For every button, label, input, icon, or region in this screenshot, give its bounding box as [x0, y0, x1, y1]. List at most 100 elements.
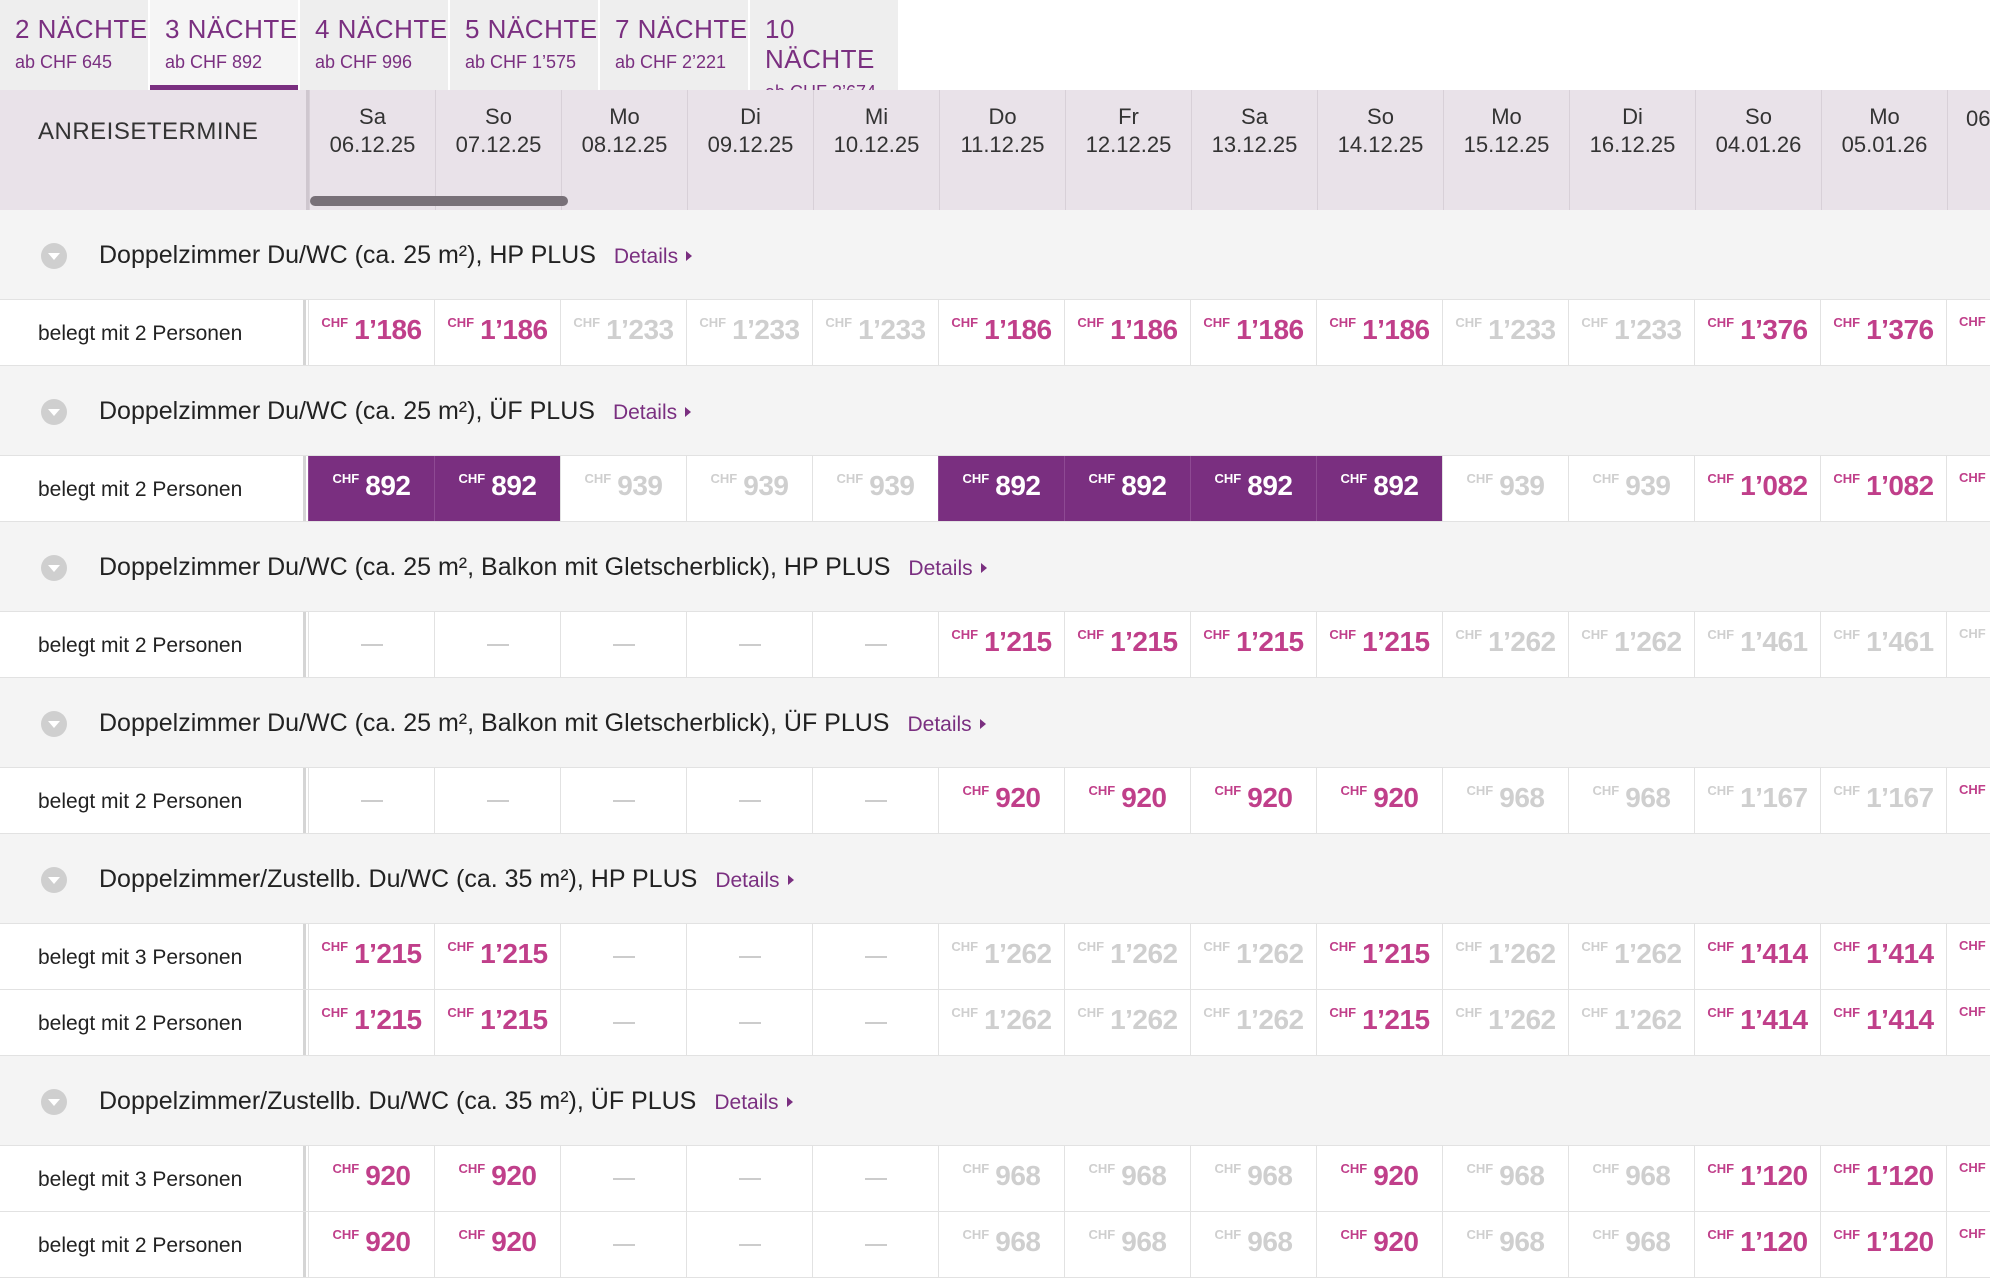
price-value: CHF 1’262 [1203, 990, 1304, 1036]
chevron-down-icon[interactable] [41, 555, 67, 581]
price-cell[interactable]: CHF 920 [938, 768, 1064, 833]
price-cell[interactable]: CHF 1’186 [938, 300, 1064, 365]
currency-label: CHF [1466, 1227, 1494, 1242]
price-cell[interactable]: CHF 1’186 [1190, 300, 1316, 365]
price-cell[interactable]: CHF 1’120 [1694, 1146, 1820, 1211]
price-amount: 920 [1121, 782, 1167, 813]
weekday-label: Fr [1118, 104, 1139, 129]
price-cell[interactable]: CHF 920 [1316, 1146, 1442, 1211]
date-column-header: So 14.12.25 [1317, 90, 1443, 210]
price-cell[interactable]: CHF 892 [434, 456, 560, 521]
scrollbar-thumb[interactable] [310, 196, 568, 206]
price-cell[interactable]: CHF 1’215 [308, 924, 434, 989]
chevron-down-icon[interactable] [41, 1089, 67, 1115]
currency-label: CHF [1833, 471, 1861, 486]
price-cell-unavailable [812, 1146, 938, 1211]
price-cell[interactable]: CHF 1’414 [1694, 990, 1820, 1055]
price-cell[interactable]: CHF 1’215 [308, 990, 434, 1055]
price-cell[interactable]: CHF 1’082 [1820, 456, 1946, 521]
price-value: CHF 1’233 [1581, 300, 1682, 346]
details-link[interactable]: Details [614, 242, 693, 272]
price-cell[interactable]: CHF 1’376 [1694, 300, 1820, 365]
chevron-down-icon[interactable] [41, 399, 67, 425]
tab-nights-1[interactable]: 3 NÄCHTE ab CHF 892 [150, 0, 300, 90]
price-cell[interactable]: CHF [1946, 456, 1990, 521]
price-cell[interactable]: CHF [1946, 924, 1990, 989]
price-cell[interactable]: CHF 1’120 [1820, 1146, 1946, 1211]
price-value: CHF 939 [1593, 456, 1671, 502]
currency-label: CHF [1455, 939, 1483, 954]
price-cell[interactable]: CHF 1’215 [1316, 990, 1442, 1055]
price-cell[interactable]: CHF 920 [1190, 768, 1316, 833]
date-column-header: Fr 12.12.25 [1065, 90, 1191, 210]
price-cell[interactable]: CHF 1’186 [1064, 300, 1190, 365]
tab-nights-2[interactable]: 4 NÄCHTE ab CHF 996 [300, 0, 450, 90]
price-cell[interactable]: CHF 920 [308, 1212, 434, 1277]
price-cell[interactable]: CHF 892 [1316, 456, 1442, 521]
price-cell[interactable]: CHF 1’215 [938, 612, 1064, 677]
price-cell[interactable]: CHF 1’414 [1694, 924, 1820, 989]
tab-nights-3[interactable]: 5 NÄCHTE ab CHF 1’575 [450, 0, 600, 90]
price-amount: 892 [1121, 470, 1167, 501]
price-cell[interactable]: CHF 1’215 [1316, 924, 1442, 989]
price-cell: CHF 1’262 [1568, 990, 1694, 1055]
price-cell[interactable]: CHF 892 [1064, 456, 1190, 521]
price-cell[interactable]: CHF 920 [1064, 768, 1190, 833]
caret-right-icon [787, 875, 794, 885]
price-cell[interactable]: CHF 1’215 [1064, 612, 1190, 677]
price-cell[interactable]: CHF 1’215 [1316, 612, 1442, 677]
chevron-down-icon[interactable] [41, 867, 67, 893]
price-cell[interactable]: CHF 920 [434, 1212, 560, 1277]
price-cell[interactable]: CHF [1946, 990, 1990, 1055]
price-value: CHF [1959, 456, 1990, 499]
weekday-label: Sa [1241, 104, 1268, 129]
caret-right-icon [980, 563, 987, 573]
price-cell[interactable]: CHF [1946, 768, 1990, 833]
price-amount: 1’262 [1488, 1004, 1556, 1035]
weekday-label: So [485, 104, 512, 129]
date-label: 11.12.25 [960, 132, 1045, 157]
price-cell[interactable]: CHF 1’414 [1820, 924, 1946, 989]
price-cell[interactable]: CHF 892 [308, 456, 434, 521]
occupancy-label: belegt mit 2 Personen [0, 990, 306, 1055]
price-cell[interactable]: CHF 1’215 [434, 924, 560, 989]
price-amount: 1’262 [1110, 938, 1178, 969]
price-cell[interactable]: CHF 1’215 [1190, 612, 1316, 677]
details-link[interactable]: Details [613, 398, 692, 428]
price-cell[interactable]: CHF 892 [1190, 456, 1316, 521]
dash-icon [738, 956, 761, 958]
tab-label: 5 NÄCHTE [465, 14, 598, 44]
price-cell: CHF 968 [1442, 768, 1568, 833]
price-cell[interactable]: CHF 920 [1316, 768, 1442, 833]
price-cell[interactable]: CHF 1’186 [434, 300, 560, 365]
price-cell[interactable]: CHF 892 [938, 456, 1064, 521]
price-cell[interactable]: CHF 1’215 [434, 990, 560, 1055]
price-cell[interactable]: CHF [1946, 1146, 1990, 1211]
details-link[interactable]: Details [907, 710, 986, 740]
price-cell[interactable]: CHF 920 [434, 1146, 560, 1211]
tab-nights-0[interactable]: 2 NÄCHTE ab CHF 645 [0, 0, 150, 90]
price-cell[interactable]: CHF 1’120 [1694, 1212, 1820, 1277]
horizontal-scrollbar[interactable] [308, 194, 1990, 210]
details-link[interactable]: Details [715, 866, 794, 896]
price-cell[interactable]: CHF 1’376 [1820, 300, 1946, 365]
price-cell[interactable]: CHF 1’414 [1820, 990, 1946, 1055]
currency-label: CHF [951, 315, 979, 330]
occupancy-label: belegt mit 2 Personen [0, 1212, 306, 1277]
tab-nights-4[interactable]: 7 NÄCHTE ab CHF 2’221 [600, 0, 750, 90]
price-amount: 1’215 [354, 1004, 422, 1035]
price-cell[interactable]: CHF [1946, 1212, 1990, 1277]
price-cell[interactable]: CHF [1946, 300, 1990, 365]
details-link[interactable]: Details [714, 1088, 793, 1118]
price-cell[interactable]: CHF 1’082 [1694, 456, 1820, 521]
price-cell[interactable]: CHF 1’186 [308, 300, 434, 365]
chevron-down-icon[interactable] [41, 243, 67, 269]
price-cell[interactable]: CHF 920 [308, 1146, 434, 1211]
price-cell[interactable]: CHF 920 [1316, 1212, 1442, 1277]
currency-label: CHF [321, 315, 349, 330]
chevron-down-icon[interactable] [41, 711, 67, 737]
price-cell[interactable]: CHF 1’120 [1820, 1212, 1946, 1277]
price-cell[interactable]: CHF 1’186 [1316, 300, 1442, 365]
details-link[interactable]: Details [908, 554, 987, 584]
